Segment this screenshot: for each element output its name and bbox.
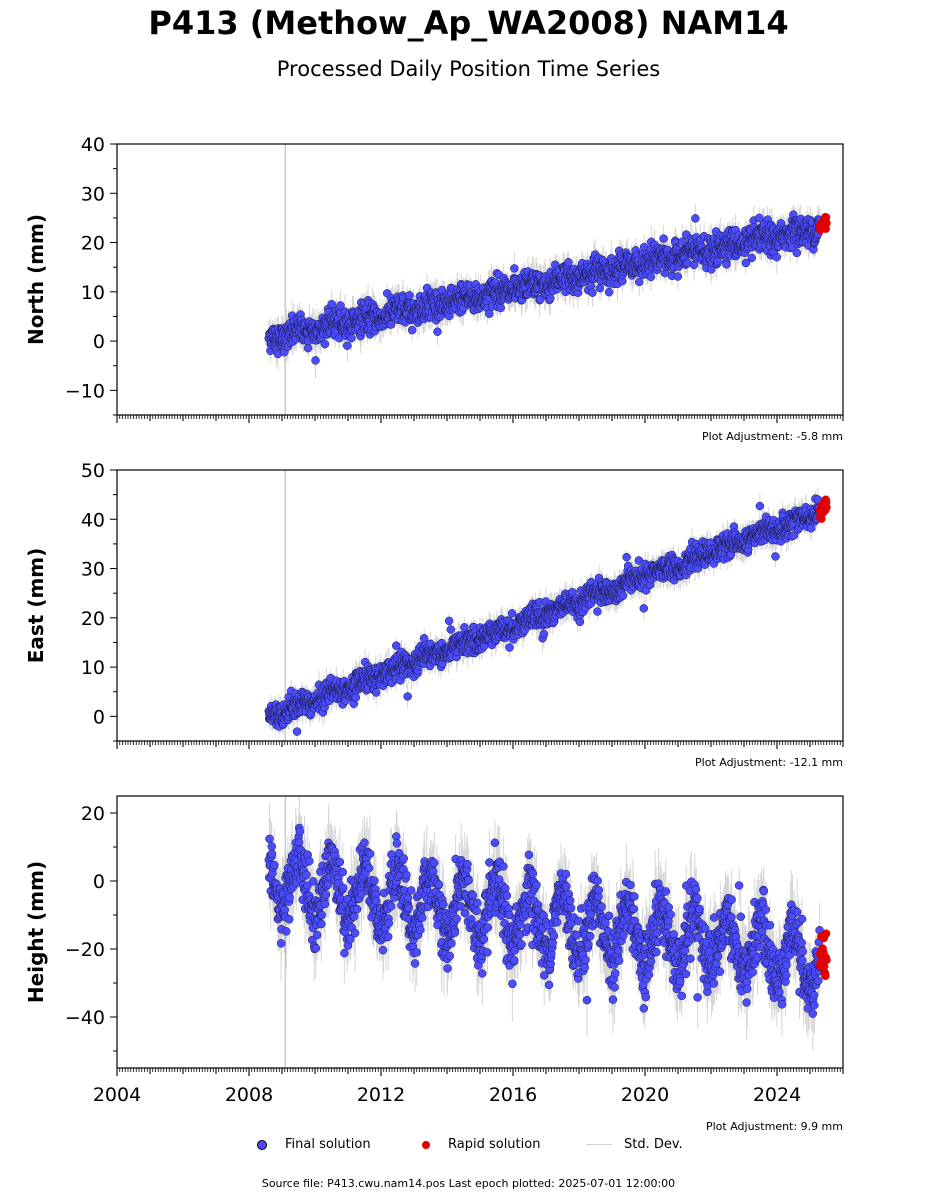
final-point [595,283,605,293]
final-point [347,333,356,343]
final-point [691,214,700,223]
final-point [496,303,505,313]
final-point [646,272,656,282]
final-point [510,264,519,273]
final-point [604,287,614,297]
y-tick-label: 40 [81,134,105,156]
rapid-point [822,218,831,228]
y-tick-label: 10 [81,282,105,304]
final-point [327,299,336,309]
panel-1: −10 0 10 20 30 40 North (mm) Plot Adjustment: -… [24,134,844,443]
final-point [588,288,597,297]
final-point [747,253,757,263]
final-point [772,252,782,262]
y-tick-label: −10 [65,380,105,402]
y-axis-label: North (mm) [24,214,48,345]
points-rapid [815,212,831,235]
chart-subtitle: Processed Daily Position Time Series [276,57,661,81]
final-point [405,291,414,300]
y-tick-label: 0 [93,331,105,353]
final-point [754,213,764,223]
chart-title: P413 (Methow_Ap_WA2008) NAM14 [148,4,789,42]
data-points [264,487,831,741]
final-point [564,258,573,267]
y-tick-label: 30 [81,183,105,205]
final-point [634,277,644,287]
data-points [264,203,831,378]
y-tick-label: 20 [81,233,105,255]
final-point [485,309,494,318]
final-point [722,260,731,269]
final-point [303,343,313,353]
plot-adjustment-note: Plot Adjustment: -5.8 mm [702,430,843,443]
final-point [407,325,417,335]
final-point [659,234,668,243]
final-point [741,258,751,268]
final-point [792,248,802,258]
final-point [673,272,683,281]
points-final [264,210,825,365]
final-point [386,320,396,329]
final-point [343,341,352,350]
final-point [678,237,687,246]
final-point [546,294,555,303]
final-point [311,356,320,365]
final-point [433,327,442,336]
panel-frame [116,143,844,416]
final-point [336,301,345,310]
final-point [320,339,330,349]
